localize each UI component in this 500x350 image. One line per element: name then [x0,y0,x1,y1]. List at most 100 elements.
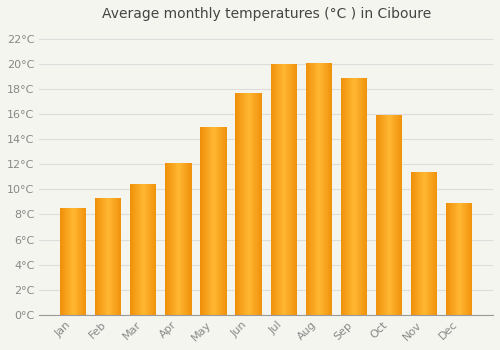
Bar [279,64,280,315]
Bar [308,63,309,315]
Bar [274,64,275,315]
Bar [74,208,75,315]
Bar [354,78,355,315]
Bar [242,93,243,315]
Bar [165,163,166,315]
Bar [419,172,420,315]
Bar [463,203,464,315]
Bar [437,172,438,315]
Bar [184,163,186,315]
Bar [453,203,454,315]
Bar [60,208,61,315]
Bar [434,172,435,315]
Bar [448,203,450,315]
Bar [429,172,430,315]
Bar [102,198,103,315]
Bar [208,127,209,315]
Bar [206,127,207,315]
Bar [250,93,252,315]
Bar [432,172,433,315]
Bar [152,184,153,315]
Bar [348,78,349,315]
Bar [182,163,183,315]
Bar [121,198,122,315]
Bar [147,184,148,315]
Bar [387,116,388,315]
Bar [411,172,412,315]
Bar [143,184,144,315]
Bar [318,63,319,315]
Bar [219,127,220,315]
Bar [100,198,101,315]
Bar [170,163,171,315]
Bar [366,78,367,315]
Bar [252,93,253,315]
Bar [71,208,72,315]
Bar [151,184,152,315]
Bar [216,127,217,315]
Bar [65,208,66,315]
Bar [96,198,97,315]
Bar [461,203,462,315]
Bar [273,64,274,315]
Bar [345,78,346,315]
Bar [179,163,180,315]
Bar [421,172,422,315]
Bar [289,64,290,315]
Bar [455,203,456,315]
Bar [75,208,76,315]
Bar [396,116,397,315]
Bar [271,64,272,315]
Bar [106,198,107,315]
Bar [296,64,297,315]
Bar [357,78,358,315]
Bar [435,172,436,315]
Bar [360,78,361,315]
Bar [384,116,385,315]
Bar [180,163,181,315]
Bar [176,163,177,315]
Bar [110,198,111,315]
Bar [202,127,203,315]
Bar [458,203,460,315]
Bar [284,64,285,315]
Bar [413,172,414,315]
Bar [205,127,206,315]
Bar [97,198,98,315]
Bar [255,93,256,315]
Bar [168,163,169,315]
Bar [81,208,82,315]
Bar [418,172,419,315]
Bar [149,184,150,315]
Bar [464,203,465,315]
Bar [346,78,347,315]
Bar [207,127,208,315]
Bar [343,78,344,315]
Bar [112,198,113,315]
Bar [452,203,453,315]
Bar [222,127,223,315]
Bar [417,172,418,315]
Bar [177,163,178,315]
Bar [341,78,342,315]
Bar [293,64,294,315]
Bar [330,63,331,315]
Bar [155,184,156,315]
Bar [447,203,448,315]
Bar [105,198,106,315]
Bar [108,198,110,315]
Bar [316,63,318,315]
Bar [277,64,278,315]
Bar [347,78,348,315]
Bar [70,208,71,315]
Bar [111,198,112,315]
Bar [141,184,142,315]
Bar [101,198,102,315]
Bar [73,208,74,315]
Bar [416,172,417,315]
Bar [145,184,146,315]
Bar [253,93,254,315]
Bar [309,63,310,315]
Bar [283,64,284,315]
Bar [294,64,295,315]
